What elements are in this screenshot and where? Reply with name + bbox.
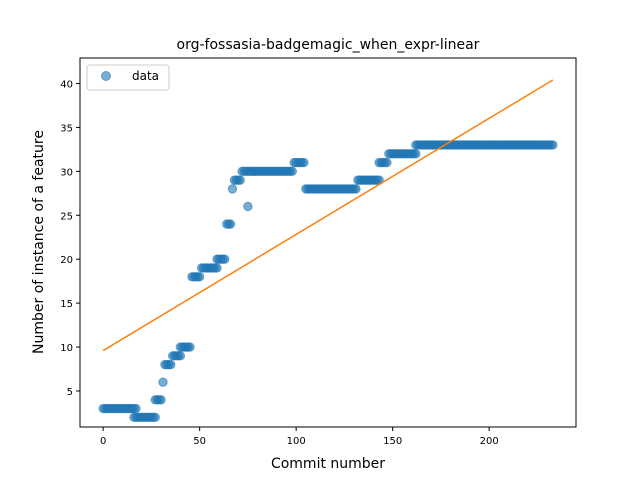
y-axis: 5 10 15 20 25 30 35 40 bbox=[60, 79, 80, 398]
data-point bbox=[225, 219, 236, 229]
y-tick-label: 35 bbox=[60, 123, 73, 134]
x-tick-label: 200 bbox=[480, 436, 499, 447]
y-tick-label: 25 bbox=[60, 211, 73, 222]
plot-area bbox=[98, 79, 558, 423]
data-point bbox=[185, 342, 195, 352]
chart-title: org-fossasia-badgemagic_when_expr-linear bbox=[177, 37, 480, 53]
fit-line bbox=[102, 79, 554, 352]
y-tick-label: 30 bbox=[60, 167, 73, 178]
legend-marker-data bbox=[101, 71, 111, 81]
x-axis: 0 50 100 150 200 bbox=[100, 427, 499, 447]
y-tick-label: 5 bbox=[67, 387, 73, 398]
x-tick-label: 0 bbox=[100, 436, 106, 447]
data-point bbox=[131, 403, 141, 414]
data-point bbox=[548, 140, 558, 150]
y-tick-label: 20 bbox=[60, 255, 73, 266]
axes-frame bbox=[79, 57, 577, 428]
data-point bbox=[235, 175, 245, 185]
data-point bbox=[212, 263, 222, 273]
y-axis-label: Number of instance of a feature bbox=[31, 130, 47, 354]
x-axis-label: Commit number bbox=[271, 456, 385, 472]
x-tick-label: 100 bbox=[287, 436, 306, 447]
data-point bbox=[382, 157, 392, 168]
legend: data bbox=[86, 64, 170, 91]
data-point bbox=[158, 377, 168, 387]
data-point bbox=[351, 184, 361, 194]
data-point bbox=[227, 184, 238, 194]
data-point bbox=[243, 201, 253, 212]
data-point bbox=[287, 166, 297, 177]
data-point bbox=[156, 395, 166, 405]
y-tick-label: 40 bbox=[60, 79, 73, 90]
data-point bbox=[299, 157, 309, 168]
data-point bbox=[166, 359, 176, 370]
data-point bbox=[150, 412, 160, 423]
legend-label-data: data bbox=[132, 69, 159, 83]
x-tick-label: 50 bbox=[193, 436, 206, 447]
data-point bbox=[194, 272, 205, 282]
x-tick-label: 150 bbox=[383, 436, 402, 447]
data-point bbox=[220, 254, 230, 264]
data-point bbox=[411, 149, 421, 159]
y-tick-label: 10 bbox=[60, 343, 73, 354]
data-point bbox=[175, 351, 186, 361]
y-tick-label: 15 bbox=[60, 299, 73, 310]
